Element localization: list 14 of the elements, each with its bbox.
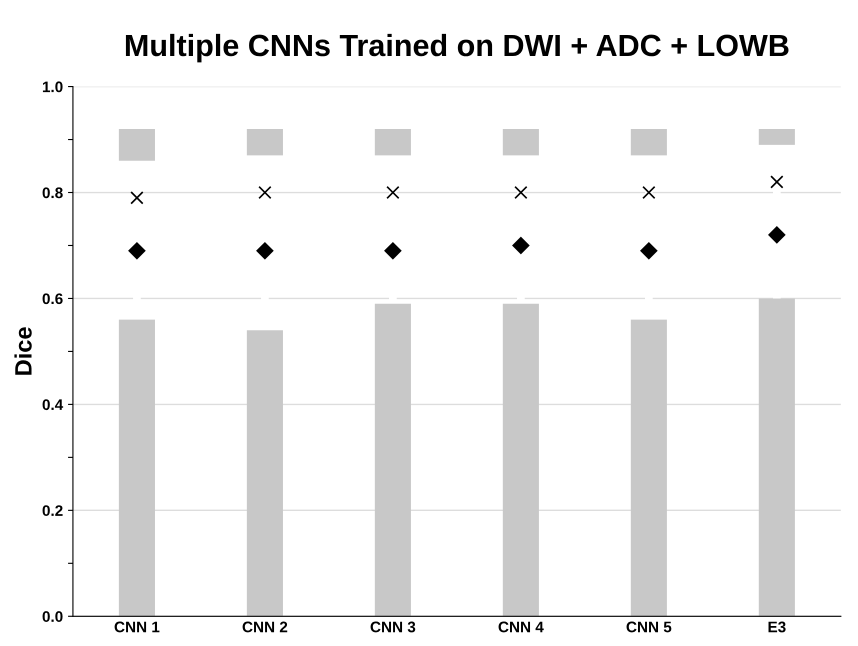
y-tick-label: 0.6 bbox=[42, 293, 63, 304]
y-tick-label: 0.8 bbox=[42, 187, 63, 198]
y-tick-label: 1.0 bbox=[42, 81, 63, 92]
x-tick-label: CNN 1 bbox=[114, 622, 160, 632]
y-tick-label: 0.0 bbox=[42, 611, 63, 622]
x-tick-label: CNN 2 bbox=[242, 622, 288, 632]
chart-title: Multiple CNNs Trained on DWI + ADC + LOWB bbox=[126, 34, 789, 62]
x-tick-label: CNN 3 bbox=[370, 622, 416, 632]
x-tick-label: CNN 4 bbox=[498, 622, 544, 632]
y-tick-label: 0.4 bbox=[42, 399, 64, 410]
y-axis-title: Dice bbox=[14, 327, 32, 375]
x-tick-label: CNN 5 bbox=[626, 622, 672, 632]
x-tick-label: E3 bbox=[768, 622, 786, 632]
y-tick-label: 0.2 bbox=[42, 505, 63, 516]
